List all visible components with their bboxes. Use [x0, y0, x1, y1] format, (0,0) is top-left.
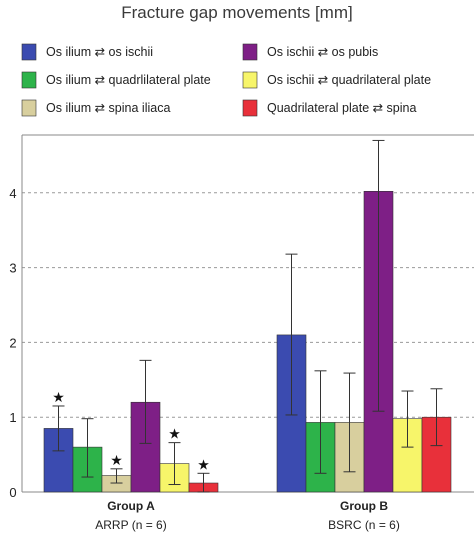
chart-title: Fracture gap movements [mm]: [121, 3, 352, 22]
significance-star: ★: [168, 426, 181, 442]
y-tick-label: 0: [9, 485, 16, 500]
y-tick-label: 4: [9, 186, 16, 201]
legend-swatch: [21, 99, 37, 117]
y-tick-label: 2: [9, 335, 16, 350]
legend-swatch: [21, 71, 37, 89]
significance-star: ★: [110, 452, 123, 468]
legend-swatch: [242, 43, 258, 61]
legend-label: Quadrilateral plate ⇄ spina: [267, 101, 416, 115]
legend-swatch: [21, 43, 37, 61]
legend-label: Os ilium ⇄ os ischii: [46, 45, 153, 59]
group-sublabel: ARRP (n = 6): [95, 518, 166, 532]
legend-swatch: [242, 99, 258, 117]
y-tick-label: 3: [9, 261, 16, 276]
group-label: Group B: [340, 499, 388, 513]
legend-swatch: [242, 71, 258, 89]
y-tick-label: 1: [9, 410, 16, 425]
legend: Os ilium ⇄ os ischii Os ilium ⇄ quadrlila…: [21, 43, 431, 117]
legend-label: Os ilium ⇄ spina iliaca: [46, 101, 170, 115]
plot-area: 0 1 2 3 4 ★ ★ ★ ★ Group A ARRP (n = 6) Group B BSRC …: [9, 134, 474, 532]
group-sublabel: BSRC (n = 6): [328, 518, 400, 532]
significance-star: ★: [197, 456, 210, 472]
group-label: Group A: [107, 499, 155, 513]
legend-label: Os ischii ⇄ os pubis: [267, 45, 378, 59]
legend-label: Os ilium ⇄ quadrlilateral plate: [46, 73, 211, 87]
legend-label: Os ischii ⇄ quadrilateral plate: [267, 73, 431, 87]
significance-star: ★: [52, 389, 65, 405]
